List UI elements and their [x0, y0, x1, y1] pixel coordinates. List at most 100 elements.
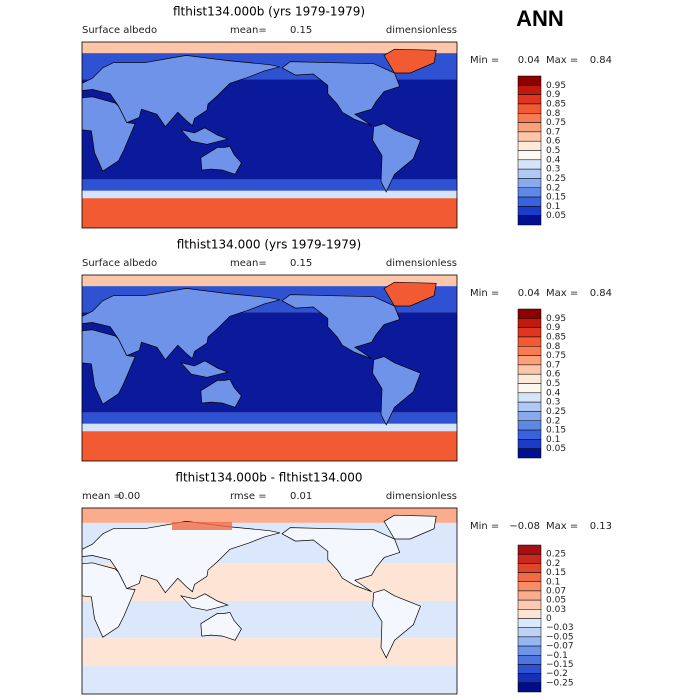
colorbar-box — [517, 664, 542, 674]
colorbar-box — [517, 448, 542, 459]
colorbar-label: 0.2 — [546, 559, 560, 569]
land — [200, 146, 242, 175]
land — [82, 55, 280, 128]
colorbar-label: 0.5 — [546, 146, 560, 156]
land — [82, 329, 136, 405]
colorbar-box — [517, 590, 542, 601]
colorbar-box — [517, 178, 542, 188]
colorbar-label: 0.4 — [546, 155, 561, 165]
colorbar-box — [517, 411, 542, 421]
land — [179, 360, 229, 378]
map-band — [82, 638, 457, 667]
map-band — [82, 412, 457, 424]
map-band — [82, 431, 457, 461]
colorbar-label: 0.5 — [546, 379, 560, 389]
colorbar-label: 0.25 — [546, 174, 566, 184]
colorbar-box — [517, 673, 542, 684]
mid-value: 0.15 — [290, 258, 312, 269]
min-value: 0.04 — [518, 288, 540, 299]
colorbar-box — [517, 420, 542, 431]
colorbar-box — [517, 581, 542, 592]
colorbar-box — [517, 75, 542, 86]
mid-value: 0.15 — [290, 25, 312, 36]
colorbar-label: 0.25 — [546, 407, 566, 417]
colorbar-box — [517, 627, 542, 638]
min-label: Min = — [470, 55, 499, 66]
colorbar-label: 0.05 — [546, 211, 566, 221]
land — [281, 527, 401, 593]
right-label: dimensionless — [386, 491, 457, 502]
map-band — [82, 508, 457, 523]
arctic-anomaly — [172, 522, 232, 530]
map-frame — [81, 274, 458, 462]
colorbar-box — [517, 196, 542, 207]
colorbar-box — [517, 318, 542, 328]
max-label: Max = — [546, 55, 578, 66]
map — [81, 274, 458, 462]
colorbar-box — [517, 346, 542, 356]
panel-title: flthist134.000 (yrs 1979-1979) — [177, 238, 361, 252]
mid-label: mean= — [230, 25, 267, 36]
colorbar-label: 0.1 — [546, 435, 560, 445]
colorbar-box — [517, 563, 542, 573]
colorbar-box — [517, 215, 542, 226]
colorbar-label: −0.07 — [546, 642, 574, 652]
colorbar-box — [517, 544, 542, 555]
colorbar-box — [517, 392, 542, 403]
colorbar-box — [517, 131, 542, 142]
colorbar-label: −0.05 — [546, 632, 574, 642]
land — [179, 593, 229, 611]
colorbar-label: 0.95 — [546, 81, 566, 91]
colorbar-label: 0.75 — [546, 351, 566, 361]
land — [200, 379, 242, 408]
land — [372, 589, 421, 659]
colorbar-box — [517, 439, 542, 449]
map-band — [82, 190, 457, 199]
mid-label: rmse = — [230, 491, 267, 502]
colorbar-box — [517, 103, 542, 114]
colorbar-label: 0.05 — [546, 444, 566, 454]
land — [179, 127, 229, 145]
max-label: Max = — [546, 288, 578, 299]
colorbar-box — [517, 206, 542, 216]
colorbar-box — [517, 159, 542, 170]
colorbar-label: 0.85 — [546, 99, 566, 109]
colorbar-box — [517, 383, 542, 394]
land — [82, 521, 280, 594]
mid-label: mean= — [230, 258, 267, 269]
colorbar-label: 0.05 — [546, 596, 566, 606]
colorbar-label: 0.1 — [546, 577, 560, 587]
land — [200, 612, 242, 641]
map-band — [82, 198, 457, 228]
colorbar-label: 0.7 — [546, 360, 560, 370]
min-value: −0.08 — [509, 521, 540, 532]
colorbar-label: −0.25 — [546, 678, 574, 688]
land — [372, 123, 421, 193]
map-field — [82, 275, 457, 461]
left-label: Surface albedo — [82, 25, 157, 36]
map-frame — [81, 41, 458, 229]
colorbar-label: 0.7 — [546, 127, 560, 137]
land — [281, 294, 401, 360]
max-value: 0.84 — [590, 55, 612, 66]
colorbar-label: 0 — [546, 614, 552, 624]
colorbar-label: 0.85 — [546, 332, 566, 342]
colorbar-box — [517, 336, 542, 347]
colorbar-box — [517, 599, 542, 610]
map-field — [82, 42, 457, 228]
colorbar-label: −0.03 — [546, 623, 574, 633]
colorbar-box — [517, 94, 542, 105]
colorbar-box — [517, 553, 542, 564]
map — [81, 507, 458, 695]
colorbar-label: 0.9 — [546, 323, 561, 333]
land — [383, 48, 437, 74]
land — [383, 514, 437, 540]
colorbar-box — [517, 373, 542, 384]
colorbar-label: 0.15 — [546, 193, 566, 203]
panel-title: flthist134.000b - flthist134.000 — [175, 471, 362, 485]
land — [82, 96, 136, 172]
colorbar-label: 0.25 — [546, 550, 566, 560]
colorbar-label: 0.1 — [546, 202, 560, 212]
colorbar-box — [517, 85, 542, 95]
map-band — [82, 666, 457, 694]
